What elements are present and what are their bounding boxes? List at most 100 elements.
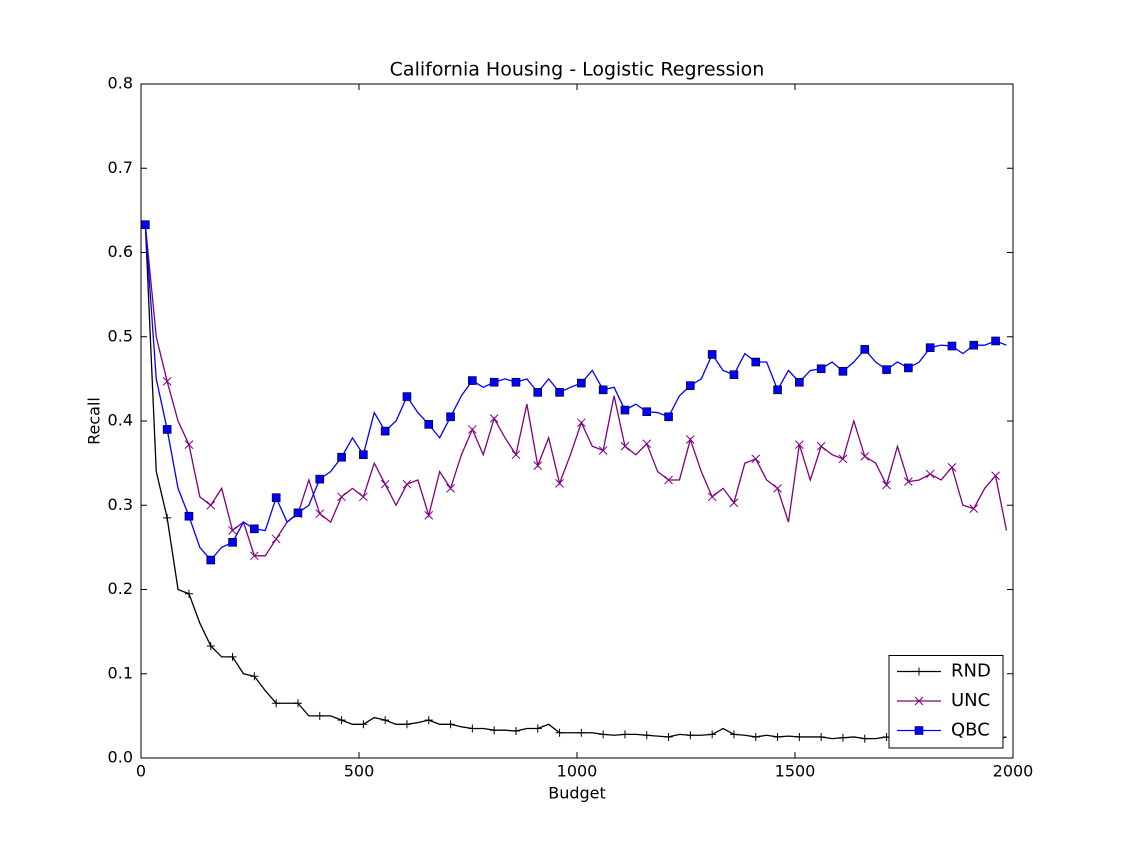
marker [860, 345, 870, 354]
marker [359, 450, 368, 460]
marker [272, 699, 281, 708]
marker [664, 732, 673, 741]
marker [424, 511, 434, 520]
marker [838, 454, 848, 464]
marker [402, 720, 411, 729]
marker [315, 509, 325, 519]
marker [664, 412, 673, 422]
marker [359, 720, 368, 729]
marker [293, 508, 303, 518]
marker [773, 732, 782, 741]
legend-label: UNC [951, 690, 990, 711]
marker [599, 730, 608, 739]
y-tick-label: 0.1 [108, 663, 133, 682]
marker [402, 392, 412, 401]
marker [381, 716, 390, 725]
marker [511, 727, 520, 736]
marker [686, 435, 695, 444]
marker [729, 370, 739, 379]
marker [860, 734, 869, 743]
marker [446, 412, 455, 422]
marker [337, 716, 346, 725]
marker [751, 732, 760, 741]
marker [293, 699, 302, 708]
marker [904, 363, 913, 373]
x-tick-label: 500 [344, 762, 375, 781]
marker [424, 420, 434, 429]
marker [708, 730, 717, 739]
marker [915, 667, 923, 676]
marker [141, 220, 150, 229]
y-tick-label: 0.6 [108, 242, 133, 261]
x-tick-label: 2000 [993, 762, 1034, 781]
marker [250, 672, 259, 681]
y-tick-label: 0.8 [108, 74, 133, 93]
marker [555, 478, 564, 488]
marker [620, 730, 629, 739]
marker [816, 364, 826, 374]
marker [511, 377, 521, 387]
marker [707, 492, 717, 502]
marker [206, 555, 216, 565]
marker [533, 724, 542, 733]
marker [162, 425, 172, 434]
marker [446, 484, 455, 493]
legend: RND UNC QBC [888, 655, 1004, 749]
marker [773, 484, 782, 493]
marker [163, 513, 172, 522]
marker [882, 365, 891, 374]
marker [947, 341, 957, 351]
marker [729, 730, 738, 739]
marker [337, 492, 346, 502]
marker [271, 534, 281, 544]
marker [686, 381, 695, 390]
marker [468, 376, 477, 385]
legend-label: RND [951, 661, 991, 682]
marker [228, 652, 237, 661]
marker [446, 720, 455, 729]
x-axis-label: Budget [548, 784, 606, 803]
marker [577, 728, 586, 737]
marker [620, 405, 630, 415]
marker [914, 726, 924, 735]
marker [642, 439, 652, 449]
marker [184, 511, 194, 521]
marker [598, 385, 608, 395]
marker [751, 357, 761, 367]
marker [380, 479, 390, 489]
marker [315, 711, 324, 720]
marker [795, 732, 804, 741]
y-axis-label: Recall [85, 397, 104, 445]
marker [468, 425, 477, 434]
marker [925, 469, 935, 479]
legend-label: QBC [951, 720, 990, 741]
marker [555, 728, 564, 737]
marker [882, 480, 891, 490]
marker [860, 452, 870, 461]
marker [838, 733, 847, 742]
marker [991, 471, 1000, 481]
marker [468, 724, 477, 733]
marker [620, 441, 630, 451]
marker [250, 551, 259, 561]
marker [271, 493, 281, 502]
marker [773, 385, 782, 395]
marker [380, 426, 390, 436]
marker [489, 414, 499, 423]
chart-title: California Housing - Logistic Regression [390, 59, 765, 81]
marker [816, 441, 826, 451]
marker [228, 538, 237, 547]
x-tick-label: 1000 [557, 762, 598, 781]
marker [707, 350, 717, 359]
marker [969, 340, 979, 350]
x-tick-label: 1500 [775, 762, 816, 781]
marker [402, 479, 412, 489]
marker [795, 377, 804, 387]
marker [577, 418, 586, 428]
x-tick-label: 0 [136, 762, 146, 781]
marker [642, 407, 652, 417]
marker [315, 474, 325, 484]
marker [969, 504, 979, 513]
marker [664, 475, 673, 485]
